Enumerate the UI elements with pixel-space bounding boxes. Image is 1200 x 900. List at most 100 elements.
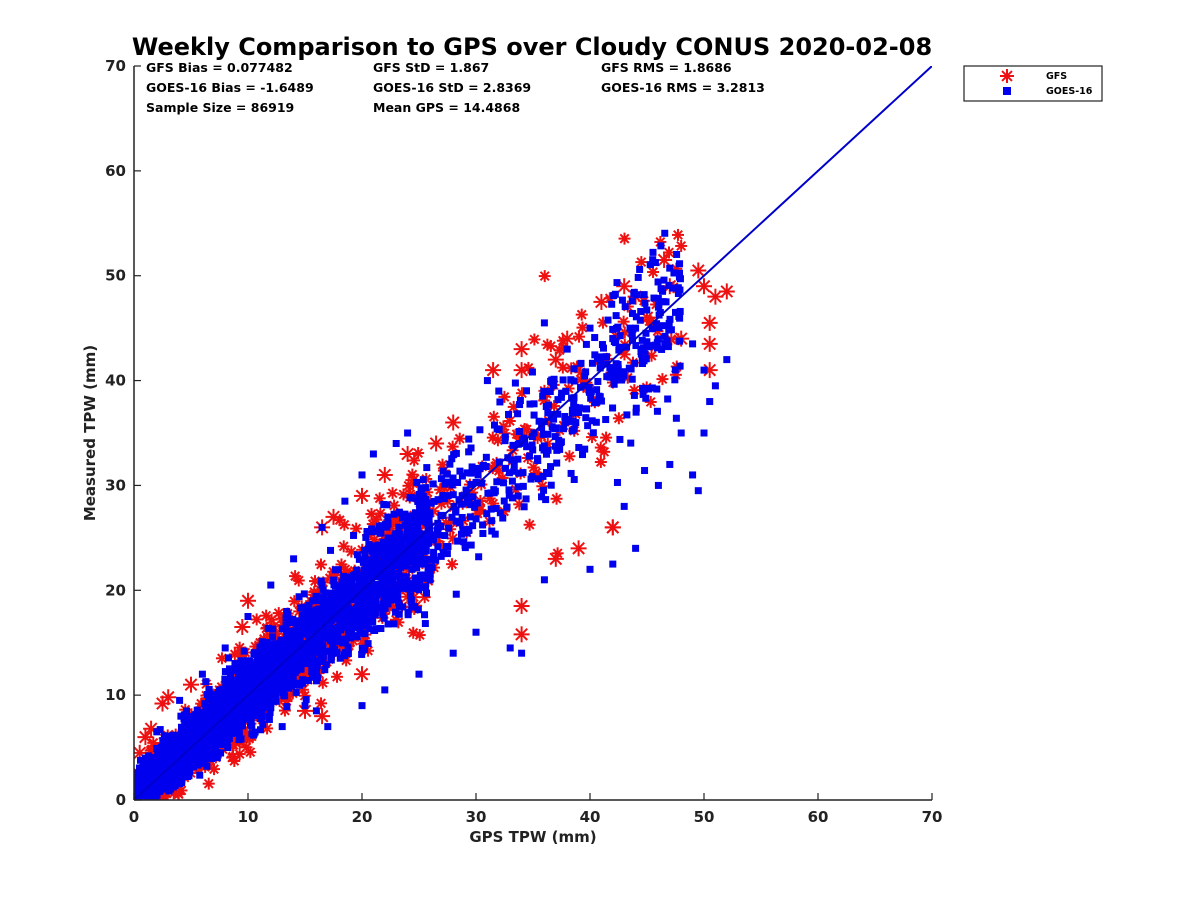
goes-point (167, 785, 175, 793)
goes-point (257, 648, 265, 656)
goes-point (407, 526, 415, 534)
goes-point (246, 713, 254, 721)
gfs-point (365, 507, 378, 520)
goes-point (336, 654, 344, 662)
goes-point (161, 758, 169, 766)
goes-point (298, 616, 306, 624)
goes-point (372, 597, 380, 605)
gfs-point (289, 570, 302, 583)
gfs-point (240, 592, 256, 609)
goes-point (542, 496, 550, 504)
goes-point (426, 576, 434, 584)
goes-point (508, 456, 516, 464)
goes-point (593, 398, 601, 406)
goes-point (411, 516, 419, 524)
goes-point (434, 531, 442, 539)
goes-point (491, 530, 499, 538)
goes-point (504, 454, 512, 462)
goes-point (241, 681, 249, 689)
goes-point (358, 612, 366, 620)
goes-point (422, 589, 430, 597)
goes-point (196, 747, 204, 755)
goes-point (231, 719, 239, 727)
gfs-point (696, 278, 712, 295)
goes-point (415, 491, 423, 499)
goes-point (252, 688, 260, 696)
goes-point (663, 337, 671, 345)
goes-point (303, 626, 311, 634)
goes-point (529, 446, 537, 454)
goes-point (575, 404, 583, 412)
goes-point (425, 538, 433, 546)
goes-point (570, 475, 578, 483)
goes-point (276, 665, 284, 673)
goes-point (179, 765, 187, 773)
goes-point (659, 322, 667, 330)
goes-point (233, 707, 241, 715)
goes-point (520, 503, 528, 511)
gfs-point (399, 445, 416, 462)
goes-point (472, 515, 480, 523)
goes-point (643, 338, 651, 346)
goes-point (326, 626, 334, 634)
goes-point (454, 478, 462, 486)
goes-point (315, 647, 323, 655)
goes-point (166, 781, 174, 789)
goes-point (334, 628, 342, 636)
goes-point (353, 633, 361, 641)
goes-point (411, 520, 419, 528)
goes-point (241, 715, 249, 723)
goes-point (675, 273, 683, 281)
goes-point (420, 547, 428, 555)
goes-point (245, 680, 253, 688)
goes-point (208, 755, 216, 763)
gfs-point (541, 338, 554, 351)
goes-point (334, 624, 342, 632)
goes-point (292, 619, 300, 627)
goes-point (405, 580, 413, 588)
goes-point (516, 428, 524, 436)
gfs-point (594, 456, 607, 469)
goes-point (606, 364, 614, 372)
goes-point (585, 383, 593, 391)
goes-point (471, 503, 479, 511)
goes-point (390, 535, 398, 543)
goes-point (252, 668, 260, 676)
goes-point (265, 702, 273, 710)
goes-point (665, 326, 673, 334)
goes-point (514, 455, 522, 463)
goes-point (366, 600, 374, 608)
goes-point (636, 316, 644, 324)
goes-point (281, 692, 289, 700)
goes-point (422, 583, 430, 591)
goes-point (544, 430, 552, 438)
goes-point (224, 703, 232, 711)
goes-point (557, 438, 565, 446)
gfs-point (513, 598, 530, 615)
goes-point (655, 324, 663, 332)
goes-point (288, 641, 296, 649)
goes-point (394, 593, 402, 601)
goes-point (439, 491, 447, 499)
goes-point (188, 717, 196, 725)
goes-point (469, 522, 477, 530)
goes-point (182, 724, 190, 732)
goes-point (458, 492, 466, 500)
goes-point (417, 558, 425, 566)
goes-point (269, 633, 277, 641)
goes-point (257, 687, 265, 695)
goes-point (398, 540, 406, 548)
goes-point (288, 632, 296, 640)
goes-point (199, 709, 207, 717)
goes-point (534, 475, 542, 483)
goes-point (174, 733, 182, 741)
gfs-point (563, 450, 576, 463)
goes-point (330, 576, 338, 584)
goes-point (300, 590, 308, 598)
goes-point (638, 353, 646, 361)
goes-point (247, 693, 255, 701)
goes-point (250, 649, 258, 657)
gfs-point (234, 618, 251, 635)
goes-point (520, 434, 528, 442)
